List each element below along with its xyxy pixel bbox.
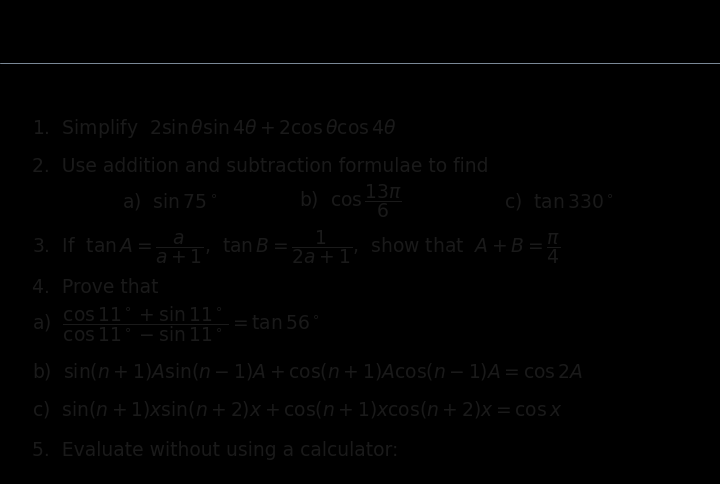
- Text: 5.  Evaluate without using a calculator:: 5. Evaluate without using a calculator:: [32, 440, 399, 459]
- Text: b)  $\cos\dfrac{13\pi}{6}$: b) $\cos\dfrac{13\pi}{6}$: [299, 182, 402, 220]
- Text: 1.  Simplify  $2\sin\theta\sin4\theta + 2\cos\theta\cos4\theta$: 1. Simplify $2\sin\theta\sin4\theta + 2\…: [32, 117, 397, 140]
- Text: a)  $\dfrac{\cos11^\circ + \sin11^\circ}{\cos11^\circ - \sin11^\circ} = \tan 56^: a) $\dfrac{\cos11^\circ + \sin11^\circ}{…: [32, 303, 320, 343]
- Text: c)  $\tan 330^\circ$: c) $\tan 330^\circ$: [504, 191, 614, 212]
- Text: c)  $\sin(n+1)x\sin(n+2)x + \cos(n+1)x\cos(n+2)x = \cos x$: c) $\sin(n+1)x\sin(n+2)x + \cos(n+1)x\co…: [32, 398, 563, 420]
- Text: a)  $\sin 75^\circ$: a) $\sin 75^\circ$: [122, 191, 217, 212]
- Text: 2.  Use addition and subtraction formulae to find: 2. Use addition and subtraction formulae…: [32, 157, 489, 176]
- Text: b)  $\sin(n+1)A\sin(n-1)A + \cos(n+1)A\cos(n-1)A = \cos 2A$: b) $\sin(n+1)A\sin(n-1)A + \cos(n+1)A\co…: [32, 361, 584, 381]
- Text: 3.  If  $\tan A = \dfrac{a}{a+1}$,  $\tan B = \dfrac{1}{2a+1}$,  show that  $A+B: 3. If $\tan A = \dfrac{a}{a+1}$, $\tan B…: [32, 227, 561, 265]
- Text: 4.  Prove that: 4. Prove that: [32, 277, 159, 296]
